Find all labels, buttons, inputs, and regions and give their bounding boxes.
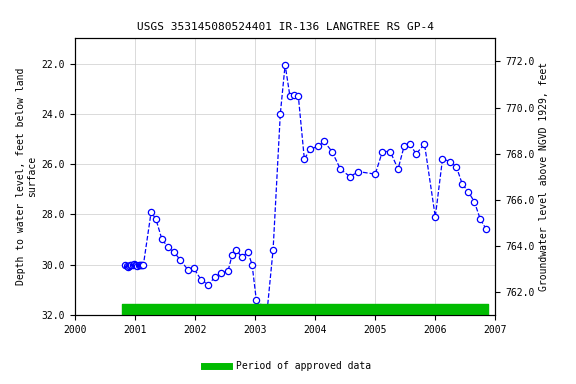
Y-axis label: Groundwater level above NGVD 1929, feet: Groundwater level above NGVD 1929, feet [539, 62, 548, 291]
Title: USGS 353145080524401 IR-136 LANGTREE RS GP-4: USGS 353145080524401 IR-136 LANGTREE RS … [137, 22, 434, 32]
Legend: Period of approved data: Period of approved data [200, 358, 376, 375]
Y-axis label: Depth to water level, feet below land
surface: Depth to water level, feet below land su… [16, 68, 37, 285]
